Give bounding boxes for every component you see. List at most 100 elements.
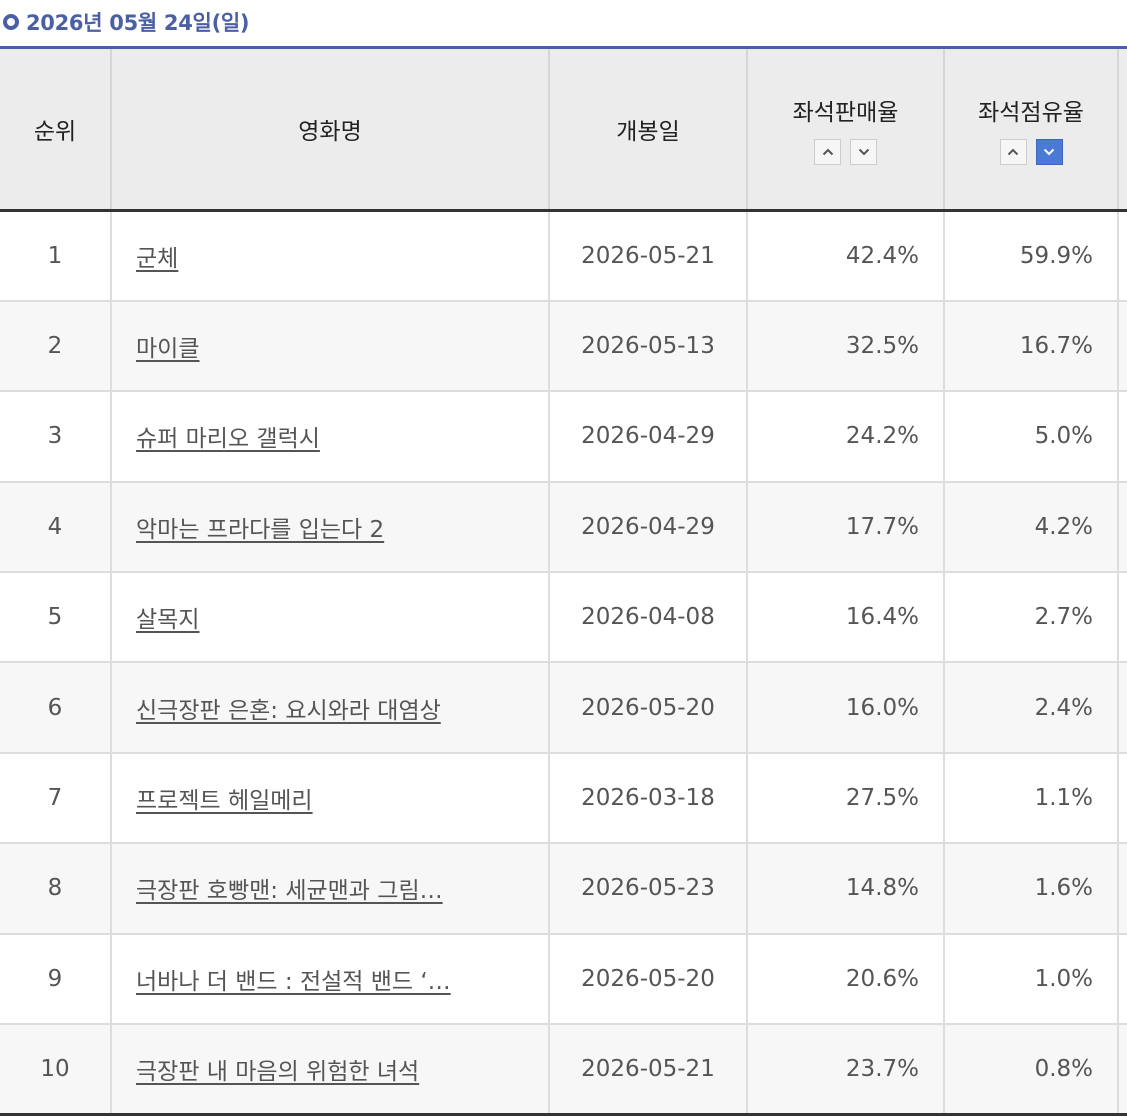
seat-sales-rate-cell: 32.5% xyxy=(747,300,945,393)
seat-sales-rate-cell: 16.0% xyxy=(747,662,945,754)
column-header-overflow xyxy=(1118,46,1127,212)
sort-controls-seat-sales-rate xyxy=(748,139,943,165)
column-header-seat-share-rate: 좌석점유율 xyxy=(944,46,1119,212)
sort-ascending-button[interactable] xyxy=(999,139,1027,165)
column-header-seat-sales-rate: 좌석판매율 xyxy=(747,46,945,212)
seat-share-rate-cell: 1.0% xyxy=(944,933,1119,1026)
rank-cell: 8 xyxy=(0,843,112,935)
rank-cell: 7 xyxy=(0,752,112,845)
column-label-rank: 순위 xyxy=(33,119,77,145)
title-cell: 군체 xyxy=(111,210,550,302)
sort-controls-seat-share-rate xyxy=(945,139,1117,165)
date-header: 2026년 05월 24일(일) xyxy=(0,0,250,44)
table-row: 5 살목지 2026-04-08 16.4% 2.7% xyxy=(0,572,1127,664)
table-row: 7 프로젝트 헤일메리 2026-03-18 27.5% 1.1% xyxy=(0,752,1127,845)
movie-title-link[interactable]: 너바나 더 밴드 : 전설적 밴드 ‘… xyxy=(136,968,451,995)
movie-title-link[interactable]: 살목지 xyxy=(136,607,200,634)
movie-title-link[interactable]: 프로젝트 헤일메리 xyxy=(136,788,313,815)
overflow-cell xyxy=(1118,391,1127,483)
seat-share-rate-cell: 0.8% xyxy=(944,1024,1119,1116)
overflow-cell xyxy=(1118,481,1127,574)
column-label-title: 영화명 xyxy=(298,119,362,145)
date-title: 2026년 05월 24일(일) xyxy=(26,11,250,35)
table-row: 8 극장판 호빵맨: 세균맨과 그림… 2026-05-23 14.8% 1.6… xyxy=(0,843,1127,935)
table-row: 10 극장판 내 마음의 위험한 녀석 2026-05-21 23.7% 0.8… xyxy=(0,1024,1127,1116)
rank-cell: 4 xyxy=(0,481,112,574)
seat-share-rate-cell: 1.1% xyxy=(944,752,1119,845)
seat-sales-rate-cell: 16.4% xyxy=(747,572,945,664)
title-cell: 신극장판 은혼: 요시와라 대염상 xyxy=(111,662,550,754)
column-label-release-date: 개봉일 xyxy=(616,119,680,145)
column-header-title: 영화명 xyxy=(111,46,550,212)
movie-title-link[interactable]: 극장판 호빵맨: 세균맨과 그림… xyxy=(136,878,443,905)
release-date-cell: 2026-05-21 xyxy=(549,1024,748,1116)
release-date-cell: 2026-04-29 xyxy=(549,481,748,574)
title-cell: 마이클 xyxy=(111,300,550,393)
sort-ascending-button[interactable] xyxy=(814,139,841,165)
title-cell: 살목지 xyxy=(111,572,550,664)
seat-sales-rate-cell: 42.4% xyxy=(747,210,945,302)
movie-title-link[interactable]: 극장판 내 마음의 위험한 녀석 xyxy=(136,1058,420,1085)
seat-sales-rate-cell: 14.8% xyxy=(747,843,945,935)
table-row: 1 군체 2026-05-21 42.4% 59.9% xyxy=(0,210,1127,302)
title-cell: 슈퍼 마리오 갤럭시 xyxy=(111,391,550,483)
column-header-rank: 순위 xyxy=(0,46,112,212)
release-date-cell: 2026-04-08 xyxy=(549,572,748,664)
seat-share-rate-cell: 2.4% xyxy=(944,662,1119,754)
overflow-cell xyxy=(1118,210,1127,302)
rank-cell: 5 xyxy=(0,572,112,664)
rank-cell: 3 xyxy=(0,391,112,483)
overflow-cell xyxy=(1118,572,1127,664)
column-label-seat-sales-rate: 좌석판매율 xyxy=(792,100,899,126)
table-body: 1 군체 2026-05-21 42.4% 59.9% 2 마이클 2026-0… xyxy=(0,210,1127,1116)
seat-sales-rate-cell: 23.7% xyxy=(747,1024,945,1116)
table-row: 3 슈퍼 마리오 갤럭시 2026-04-29 24.2% 5.0% xyxy=(0,391,1127,483)
table-row: 9 너바나 더 밴드 : 전설적 밴드 ‘… 2026-05-20 20.6% … xyxy=(0,933,1127,1026)
release-date-cell: 2026-05-23 xyxy=(549,843,748,935)
release-date-cell: 2026-05-13 xyxy=(549,300,748,393)
sort-descending-button[interactable] xyxy=(850,139,877,165)
table-row: 2 마이클 2026-05-13 32.5% 16.7% xyxy=(0,300,1127,393)
overflow-cell xyxy=(1118,300,1127,393)
seat-share-rate-cell: 4.2% xyxy=(944,481,1119,574)
rank-cell: 2 xyxy=(0,300,112,393)
title-cell: 극장판 내 마음의 위험한 녀석 xyxy=(111,1024,550,1116)
movie-title-link[interactable]: 슈퍼 마리오 갤럭시 xyxy=(136,426,320,453)
movie-title-link[interactable]: 신극장판 은혼: 요시와라 대염상 xyxy=(136,697,441,724)
rank-cell: 10 xyxy=(0,1024,112,1116)
table-row: 4 악마는 프라다를 입는다 2 2026-04-29 17.7% 4.2% xyxy=(0,481,1127,574)
seat-share-rate-cell: 59.9% xyxy=(944,210,1119,302)
rank-cell: 6 xyxy=(0,662,112,754)
rank-cell: 9 xyxy=(0,933,112,1026)
seat-sales-rate-cell: 27.5% xyxy=(747,752,945,845)
seat-share-rate-cell: 1.6% xyxy=(944,843,1119,935)
title-cell: 극장판 호빵맨: 세균맨과 그림… xyxy=(111,843,550,935)
title-cell: 프로젝트 헤일메리 xyxy=(111,752,550,845)
movie-title-link[interactable]: 악마는 프라다를 입는다 2 xyxy=(136,516,385,543)
seat-share-rate-cell: 16.7% xyxy=(944,300,1119,393)
overflow-cell xyxy=(1118,752,1127,845)
circle-bullet-icon xyxy=(3,14,19,30)
chevron-up-icon xyxy=(822,148,833,156)
movie-title-link[interactable]: 마이클 xyxy=(136,336,200,363)
seat-sales-rate-cell: 20.6% xyxy=(747,933,945,1026)
title-cell: 악마는 프라다를 입는다 2 xyxy=(111,481,550,574)
overflow-cell xyxy=(1118,843,1127,935)
box-office-table-container: 순위 영화명 개봉일 좌석판매율 xyxy=(0,46,1127,1116)
sort-descending-button-active[interactable] xyxy=(1035,139,1063,165)
overflow-cell xyxy=(1118,1024,1127,1116)
box-office-table: 순위 영화명 개봉일 좌석판매율 xyxy=(0,46,1127,1116)
seat-sales-rate-cell: 17.7% xyxy=(747,481,945,574)
release-date-cell: 2026-05-21 xyxy=(549,210,748,302)
release-date-cell: 2026-05-20 xyxy=(549,662,748,754)
column-label-seat-share-rate: 좌석점유율 xyxy=(978,100,1084,126)
table-header: 순위 영화명 개봉일 좌석판매율 xyxy=(0,46,1127,212)
rank-cell: 1 xyxy=(0,210,112,302)
seat-sales-rate-cell: 24.2% xyxy=(747,391,945,483)
overflow-cell xyxy=(1118,933,1127,1026)
release-date-cell: 2026-03-18 xyxy=(549,752,748,845)
release-date-cell: 2026-04-29 xyxy=(549,391,748,483)
movie-title-link[interactable]: 군체 xyxy=(136,245,179,272)
seat-share-rate-cell: 5.0% xyxy=(944,391,1119,483)
release-date-cell: 2026-05-20 xyxy=(549,933,748,1026)
